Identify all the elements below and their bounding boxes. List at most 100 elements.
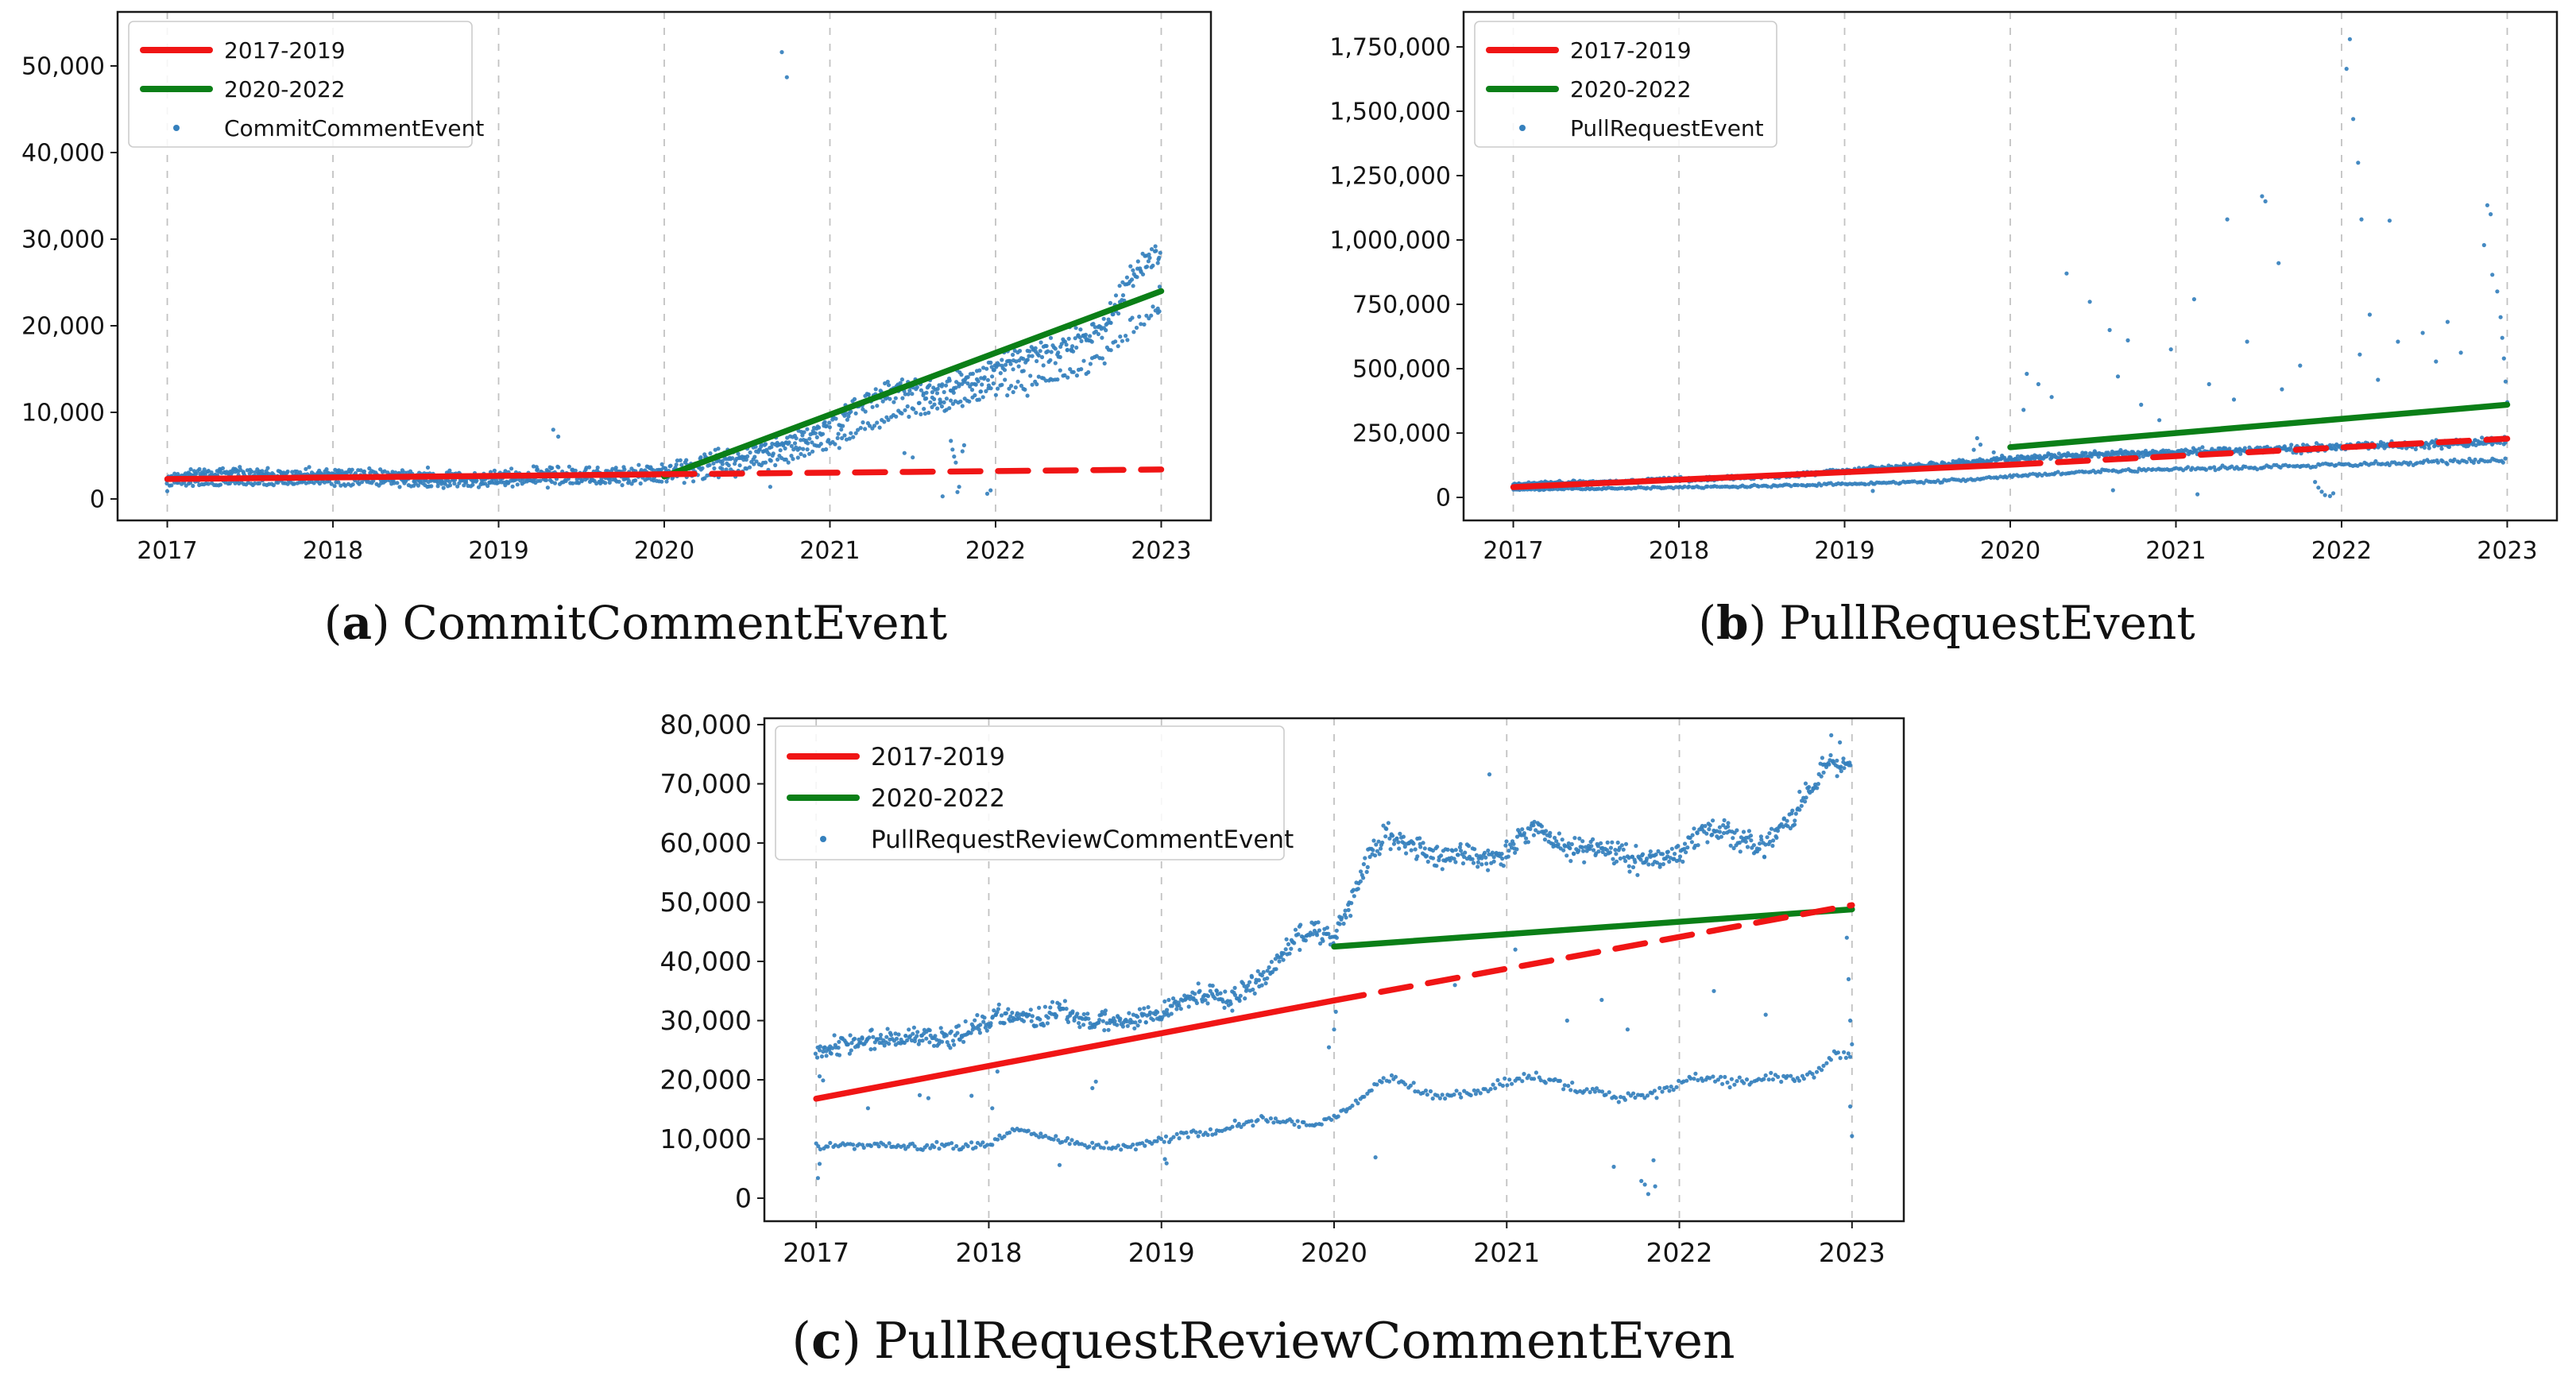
y-tick-label: 30,000 bbox=[21, 226, 105, 253]
trend-2020-2022-fit bbox=[2007, 401, 2511, 451]
x-tick-label: 2017 bbox=[783, 1237, 849, 1268]
caption-b-name: PullRequestEvent bbox=[1779, 596, 2195, 650]
trend-lines bbox=[813, 902, 1855, 1102]
y-tick-label: 1,000,000 bbox=[1329, 227, 1451, 255]
legend-entry-2017-2019: 2017-2019 bbox=[1486, 37, 1692, 64]
y-tick-label: 80,000 bbox=[660, 710, 752, 741]
legend-entry-2017-2019: 2017-2019 bbox=[787, 743, 1005, 771]
legend: 2017-2019 2020-2022 PullRequestEvent bbox=[1474, 21, 1777, 148]
y-tick-label: 0 bbox=[1436, 485, 1451, 512]
chart-a: 0 10,000 20,000 30,000 40,000 50,000 2017 2018 2… bbox=[21, 10, 1213, 565]
svg-text:2020-2022: 2020-2022 bbox=[224, 76, 346, 102]
trend-2017-2019-fit bbox=[1510, 462, 2013, 490]
axes: 0 250,000 500,000 750,000 1,000,000 1,250,000… bbox=[1329, 10, 2559, 565]
y-tick-label: 750,000 bbox=[1352, 292, 1451, 319]
svg-text:CommitCommentEvent: CommitCommentEvent bbox=[224, 115, 484, 141]
x-tick-label: 2018 bbox=[303, 537, 363, 565]
caption-b-close-paren: ) bbox=[1748, 596, 1767, 650]
trend-2017-2019-fit bbox=[813, 997, 1337, 1102]
legend: 2017-2019 2020-2022 CommitCommentEvent bbox=[128, 21, 484, 148]
x-tick-label: 2018 bbox=[1649, 537, 1709, 565]
x-tick-label: 2019 bbox=[1128, 1237, 1195, 1268]
caption-c-open-paren: ( bbox=[791, 1312, 811, 1370]
y-tick-label: 50,000 bbox=[21, 53, 105, 81]
y-tick-label: 70,000 bbox=[660, 768, 752, 799]
chart-c: 0 10,000 20,000 30,000 40,000 50,000 60,000 70,… bbox=[660, 710, 1905, 1268]
x-tick-label: 2017 bbox=[1483, 537, 1543, 565]
caption-c-name: PullRequestReviewCommentEven bbox=[873, 1312, 1735, 1370]
trend-2017-2019-fit bbox=[164, 471, 667, 482]
y-tick-label: 250,000 bbox=[1352, 420, 1451, 448]
caption-b-open-paren: ( bbox=[1698, 596, 1716, 650]
svg-text:PullRequestEvent: PullRequestEvent bbox=[1570, 115, 1764, 141]
x-tick-label: 2021 bbox=[1473, 1237, 1540, 1268]
x-tick-label: 2022 bbox=[2311, 537, 2372, 565]
scatter-points bbox=[813, 733, 1855, 1197]
y-tick-label: 20,000 bbox=[660, 1065, 752, 1096]
svg-text:2017-2019: 2017-2019 bbox=[1570, 37, 1692, 64]
caption-c-close-paren: ) bbox=[841, 1312, 861, 1370]
x-tick-label: 2020 bbox=[1301, 1237, 1367, 1268]
caption-a-letter: a bbox=[342, 596, 373, 650]
svg-text:PullRequestReviewCommentEvent: PullRequestReviewCommentEvent bbox=[871, 826, 1294, 854]
svg-text:2017-2019: 2017-2019 bbox=[224, 37, 346, 64]
chart-b: 0 250,000 500,000 750,000 1,000,000 1,250,000… bbox=[1329, 10, 2559, 565]
x-tick-label: 2019 bbox=[1814, 537, 1874, 565]
x-tick-label: 2019 bbox=[468, 537, 528, 565]
svg-text:2017-2019: 2017-2019 bbox=[871, 743, 1005, 771]
caption-a: (a) CommitCommentEvent bbox=[183, 596, 1089, 650]
caption-c: (c) PullRequestReviewCommentEven bbox=[731, 1311, 1796, 1370]
y-tick-label: 20,000 bbox=[21, 312, 105, 340]
caption-a-close-paren: ) bbox=[372, 596, 390, 650]
legend: 2017-2019 2020-2022 PullRequestReviewComme… bbox=[775, 725, 1294, 860]
legend-entry-2020-2022: 2020-2022 bbox=[787, 784, 1005, 813]
x-tick-label: 2023 bbox=[2477, 537, 2537, 565]
x-tick-label: 2020 bbox=[634, 537, 694, 565]
x-tick-label: 2020 bbox=[1980, 537, 2040, 565]
trend-2020-2022-fit bbox=[1331, 906, 1855, 950]
y-tick-label: 10,000 bbox=[21, 399, 105, 427]
trend-2017-2019-extrapolation bbox=[661, 466, 1165, 478]
trend-lines bbox=[164, 288, 1165, 482]
legend-entry-2020-2022: 2020-2022 bbox=[140, 76, 346, 102]
caption-b-letter: b bbox=[1715, 596, 1749, 650]
y-tick-label: 1,750,000 bbox=[1329, 34, 1451, 62]
x-tick-label: 2022 bbox=[1646, 1237, 1713, 1268]
y-tick-label: 500,000 bbox=[1352, 356, 1451, 384]
caption-a-name: CommitCommentEvent bbox=[402, 596, 948, 650]
legend-entry-2017-2019: 2017-2019 bbox=[140, 37, 346, 64]
x-tick-label: 2022 bbox=[965, 537, 1026, 565]
legend-entry-series: PullRequestEvent bbox=[1519, 115, 1764, 141]
legend-entry-series: CommitCommentEvent bbox=[173, 115, 484, 141]
caption-c-letter: c bbox=[810, 1311, 842, 1370]
trend-lines bbox=[1510, 401, 2511, 490]
axes: 0 10,000 20,000 30,000 40,000 50,000 2017 2018 2… bbox=[21, 10, 1213, 565]
caption-b: (b) PullRequestEvent bbox=[1494, 596, 2400, 650]
x-tick-label: 2023 bbox=[1131, 537, 1191, 565]
x-tick-label: 2017 bbox=[137, 537, 197, 565]
legend-entry-2020-2022: 2020-2022 bbox=[1486, 76, 1692, 102]
svg-text:2020-2022: 2020-2022 bbox=[1570, 76, 1692, 102]
y-tick-label: 1,250,000 bbox=[1329, 163, 1451, 191]
caption-a-open-paren: ( bbox=[323, 596, 342, 650]
trend-2020-2022-fit bbox=[661, 288, 1165, 480]
y-tick-label: 1,500,000 bbox=[1329, 99, 1451, 126]
x-tick-label: 2018 bbox=[955, 1237, 1022, 1268]
trend-2017-2019-extrapolation bbox=[1331, 902, 1855, 1003]
y-tick-label: 60,000 bbox=[660, 828, 752, 859]
x-tick-label: 2021 bbox=[2145, 537, 2206, 565]
axes: 0 10,000 20,000 30,000 40,000 50,000 60,000 70,… bbox=[660, 710, 1905, 1268]
y-tick-label: 50,000 bbox=[660, 887, 752, 918]
y-tick-label: 0 bbox=[735, 1183, 752, 1214]
x-tick-label: 2021 bbox=[799, 537, 860, 565]
svg-text:2020-2022: 2020-2022 bbox=[871, 784, 1005, 813]
y-tick-label: 10,000 bbox=[660, 1123, 752, 1154]
x-tick-label: 2023 bbox=[1819, 1237, 1886, 1268]
y-tick-label: 30,000 bbox=[660, 1005, 752, 1036]
y-tick-label: 40,000 bbox=[21, 140, 105, 168]
y-tick-label: 40,000 bbox=[660, 946, 752, 977]
trend-2017-2019-extrapolation bbox=[2007, 435, 2511, 468]
legend-entry-series: PullRequestReviewCommentEvent bbox=[820, 826, 1294, 854]
y-tick-label: 0 bbox=[90, 485, 105, 513]
